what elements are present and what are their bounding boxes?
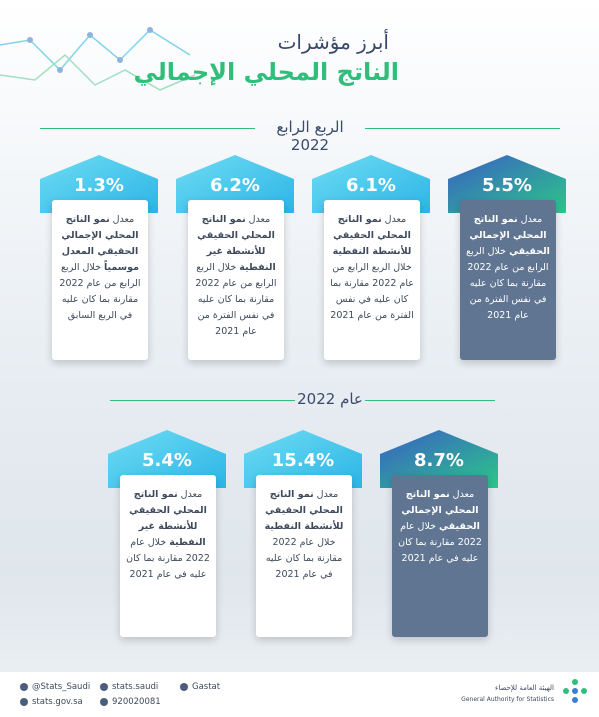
footer-item: 920020081 (100, 697, 161, 707)
title: الناتج المحلي الإجمالي (133, 58, 399, 86)
card: معدل نمو الناتج المحلي الإجمالي الحقيقي … (52, 200, 148, 360)
section-label: الربع الرابع 2022 (276, 118, 344, 154)
divider (110, 400, 295, 401)
card: معدل نمو الناتج المحلي الحقيقي للأنشطة غ… (188, 200, 284, 360)
divider (40, 128, 255, 129)
card-text: خلال الربع الرابع من عام 2022 مقارنة بما… (330, 262, 414, 321)
card-bold: نمو الناتج المحلي الإجمالي الحقيقي (469, 214, 550, 257)
footer: @Stats_Saudi stats.saudi Gastat stats.go… (0, 672, 599, 717)
percent: 8.7% (414, 450, 464, 471)
footer-item: stats.saudi (100, 682, 158, 692)
card: معدل نمو الناتج المحلي الحقيقي للأنشطة ا… (256, 475, 352, 637)
logo-text: الهيئة العامة للإحصاء (495, 684, 554, 692)
card-text: خلال عام 2022 مقارنة بما كان عليه في عام… (398, 521, 482, 564)
card-bold: نمو الناتج المحلي الإجمالي الحقيقي (401, 489, 480, 532)
card: معدل نمو الناتج المحلي الإجمالي الحقيقي … (460, 200, 556, 360)
card-text: خلال عام 2022 مقارنة بما كان عليه في عام… (265, 537, 343, 580)
card-bold: نمو الناتج المحلي الإجمالي الحقيقي المعد… (61, 214, 139, 273)
card: معدل نمو الناتج المحلي الحقيقي للأنشطة ا… (324, 200, 420, 360)
card-bold: نمو الناتج المحلي الحقيقي للأنشطة النفطي… (264, 489, 344, 532)
card-text: معدل (316, 489, 339, 500)
arrow (176, 155, 294, 213)
card-text: معدل (384, 214, 407, 225)
card-text: معدل (520, 214, 543, 225)
card-text: معدل (180, 489, 203, 500)
arrow (448, 155, 566, 213)
card-text: معدل (248, 214, 271, 225)
card-bold: نمو الناتج المحلي الحقيقي للأنشطة غير ال… (129, 489, 207, 548)
text: Gastat (192, 682, 221, 692)
text: stats.saudi (112, 682, 159, 692)
card-text: خلال الربع الرابع من عام 2022 مقارنة بما… (466, 246, 549, 321)
percent: 5.4% (142, 450, 192, 471)
divider (365, 128, 560, 129)
card-text: خلال الربع الرابع من عام 2022 مقارنة بما… (195, 262, 277, 337)
decoration (0, 27, 196, 91)
percent: 5.5% (482, 175, 532, 196)
arrow (108, 430, 226, 488)
text: @Stats_Saudi (32, 682, 91, 692)
percent: 6.1% (346, 175, 396, 196)
logo (563, 679, 587, 703)
card-bold: نمو الناتج المحلي الحقيقي للأنشطة غير ال… (197, 214, 276, 273)
text: 920020081 (112, 697, 161, 707)
section-label: عام 2022 (297, 390, 363, 408)
logo-text: General Authority for Statistics (461, 696, 554, 703)
footer-item: @Stats_Saudi (20, 682, 90, 692)
footer-item: Gastat (180, 682, 220, 692)
divider (365, 400, 495, 401)
card-text: خلال عام 2022 مقارنة بما كان عليه في عام… (126, 537, 210, 580)
card: معدل نمو الناتج المحلي الإجمالي الحقيقي … (392, 475, 488, 637)
arrow (312, 155, 430, 213)
card: معدل نمو الناتج المحلي الحقيقي للأنشطة غ… (120, 475, 216, 637)
card-text: معدل (452, 489, 475, 500)
title: أبرز مؤشرات (277, 30, 389, 54)
footer-item: stats.gov.sa (20, 697, 83, 707)
percent: 1.3% (74, 175, 124, 196)
card-text: خلال الربع الرابع من عام 2022 مقارنة بما… (59, 262, 141, 321)
arrow (244, 430, 362, 488)
arrow (380, 430, 498, 488)
arrow (40, 155, 158, 213)
percent: 6.2% (210, 175, 260, 196)
percent: 15.4% (271, 450, 335, 471)
text: stats.gov.sa (32, 697, 83, 707)
card-bold: نمو الناتج المحلي الحقيقي للأنشطة النفطي… (332, 214, 412, 257)
card-text: معدل (112, 214, 135, 225)
